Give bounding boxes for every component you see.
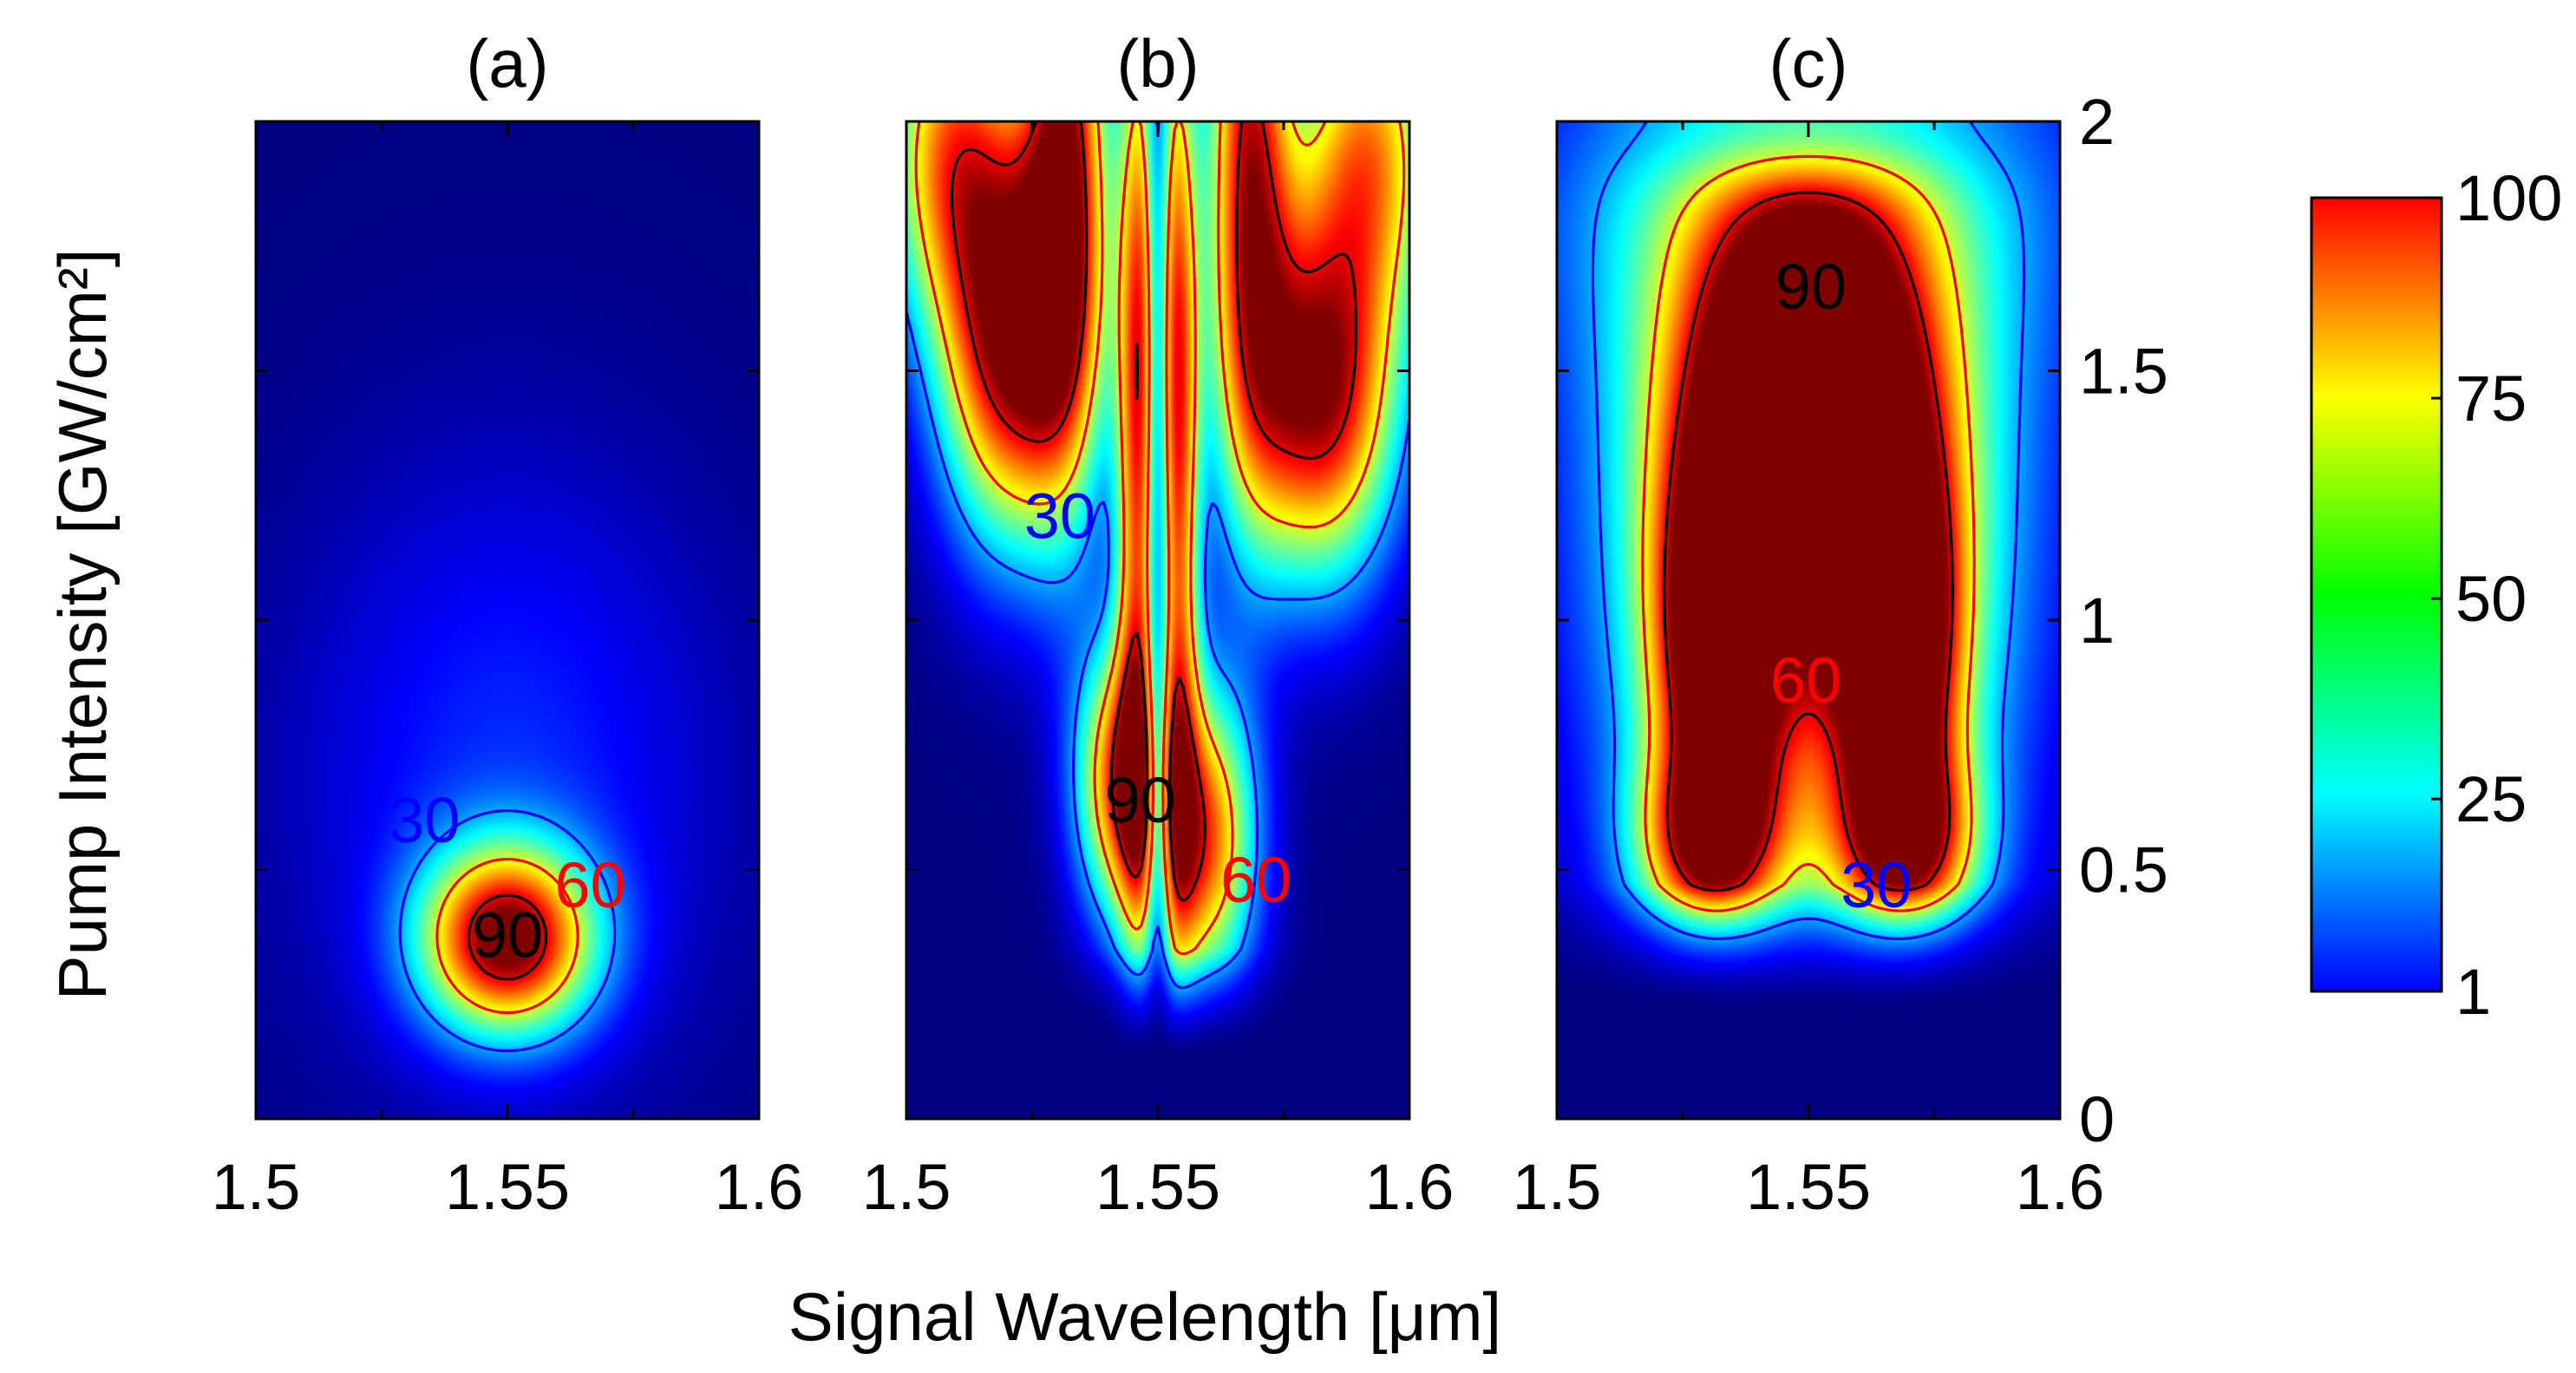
contour-60 — [1641, 154, 1976, 912]
contour-label-60: 60 — [555, 849, 626, 921]
colorbar-tick-label: 50 — [2455, 563, 2527, 635]
panel-title: (a) — [466, 25, 548, 101]
contour-90 — [467, 893, 548, 981]
colorbar-tick-label: 1 — [2455, 956, 2491, 1028]
panel-b: 30 90 60 1.5 1.55 1.6 (b) — [862, 25, 1455, 1223]
colorbar: 1 25 50 75 100 — [2310, 162, 2562, 1028]
contour-label-30: 30 — [389, 784, 460, 856]
heatmap-image — [906, 121, 1409, 1119]
contour-30 — [398, 809, 617, 1053]
heatmap-image — [256, 121, 759, 1119]
contour-label-60: 60 — [1220, 844, 1291, 916]
contour-30 — [1591, 121, 2026, 940]
contour-60 — [914, 121, 1406, 956]
x-axis-label: Signal Wavelength [μm] — [788, 1278, 1501, 1355]
panel-c: 90 60 30 1.5 1.55 1.6 (c) — [1513, 25, 2105, 1223]
contour-label-30: 30 — [1840, 849, 1912, 921]
colorbar-tick-label: 25 — [2455, 763, 2527, 835]
heatmap-image — [1557, 121, 2060, 1119]
x-tick-label: 1.55 — [445, 1151, 570, 1223]
y-tick-label: 0.5 — [2079, 834, 2168, 906]
x-tick-label: 1.5 — [212, 1151, 301, 1223]
right-y-axis: 0 0.5 1 1.5 2 — [2079, 86, 2168, 1155]
contour-60 — [435, 858, 579, 1015]
x-tick-label: 1.6 — [1365, 1151, 1455, 1223]
panel-title: (c) — [1769, 25, 1848, 101]
x-tick-label: 1.5 — [1513, 1151, 1602, 1223]
colorbar-tick-label: 75 — [2455, 363, 2527, 435]
panel-title: (b) — [1116, 25, 1199, 101]
contour-label-60: 60 — [1770, 644, 1841, 716]
x-tick-label: 1.6 — [2016, 1151, 2105, 1223]
contour-label-90: 90 — [1775, 251, 1847, 323]
y-tick-label: 2 — [2079, 86, 2115, 158]
x-tick-label: 1.55 — [1095, 1151, 1220, 1223]
contour-90 — [1663, 191, 1954, 892]
y-tick-label: 1.5 — [2079, 336, 2168, 408]
contour-90 — [950, 121, 1357, 902]
y-axis-label: Pump Intensity [GW/cm²] — [44, 249, 121, 1001]
x-tick-label: 1.55 — [1746, 1151, 1871, 1223]
y-tick-label: 0 — [2079, 1083, 2115, 1155]
contour-label-90: 90 — [472, 899, 543, 971]
contour-label-90: 90 — [1105, 764, 1176, 836]
y-tick-label: 1 — [2079, 585, 2115, 657]
colorbar-gradient — [2310, 196, 2443, 993]
contour-30 — [905, 121, 1411, 990]
colorbar-tick-label: 100 — [2455, 162, 2562, 234]
contour-label-30: 30 — [1024, 480, 1095, 552]
x-tick-label: 1.5 — [862, 1151, 951, 1223]
x-tick-label: 1.6 — [715, 1151, 804, 1223]
